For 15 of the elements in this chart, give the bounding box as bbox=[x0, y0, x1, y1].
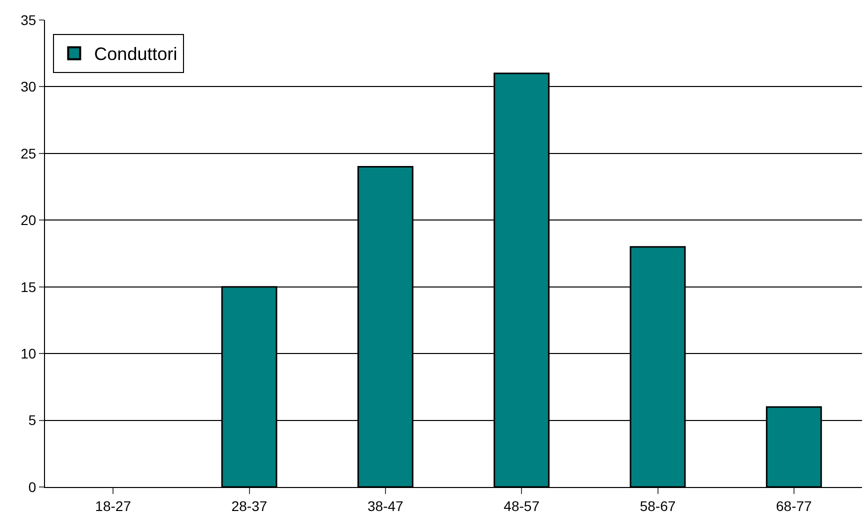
y-tick-label: 5 bbox=[28, 412, 36, 428]
y-tick-label: 30 bbox=[20, 78, 36, 95]
x-tick-label: 18-27 bbox=[95, 498, 132, 514]
x-tick-label: 48-57 bbox=[504, 498, 540, 514]
x-tick-label: 38-47 bbox=[368, 498, 404, 514]
y-tick-label: 10 bbox=[20, 345, 36, 362]
x-tick-label: 28-37 bbox=[231, 498, 268, 514]
legend-label: Conduttori bbox=[94, 44, 178, 64]
y-tick-label: 25 bbox=[20, 145, 36, 162]
y-tick-label: 15 bbox=[20, 278, 36, 295]
y-tick-label: 35 bbox=[20, 12, 36, 28]
x-tick-label: 68-77 bbox=[776, 498, 812, 514]
y-tick-label: 20 bbox=[20, 212, 36, 228]
y-tick-label: 0 bbox=[28, 478, 36, 495]
x-tick-label: 58-67 bbox=[640, 498, 676, 514]
